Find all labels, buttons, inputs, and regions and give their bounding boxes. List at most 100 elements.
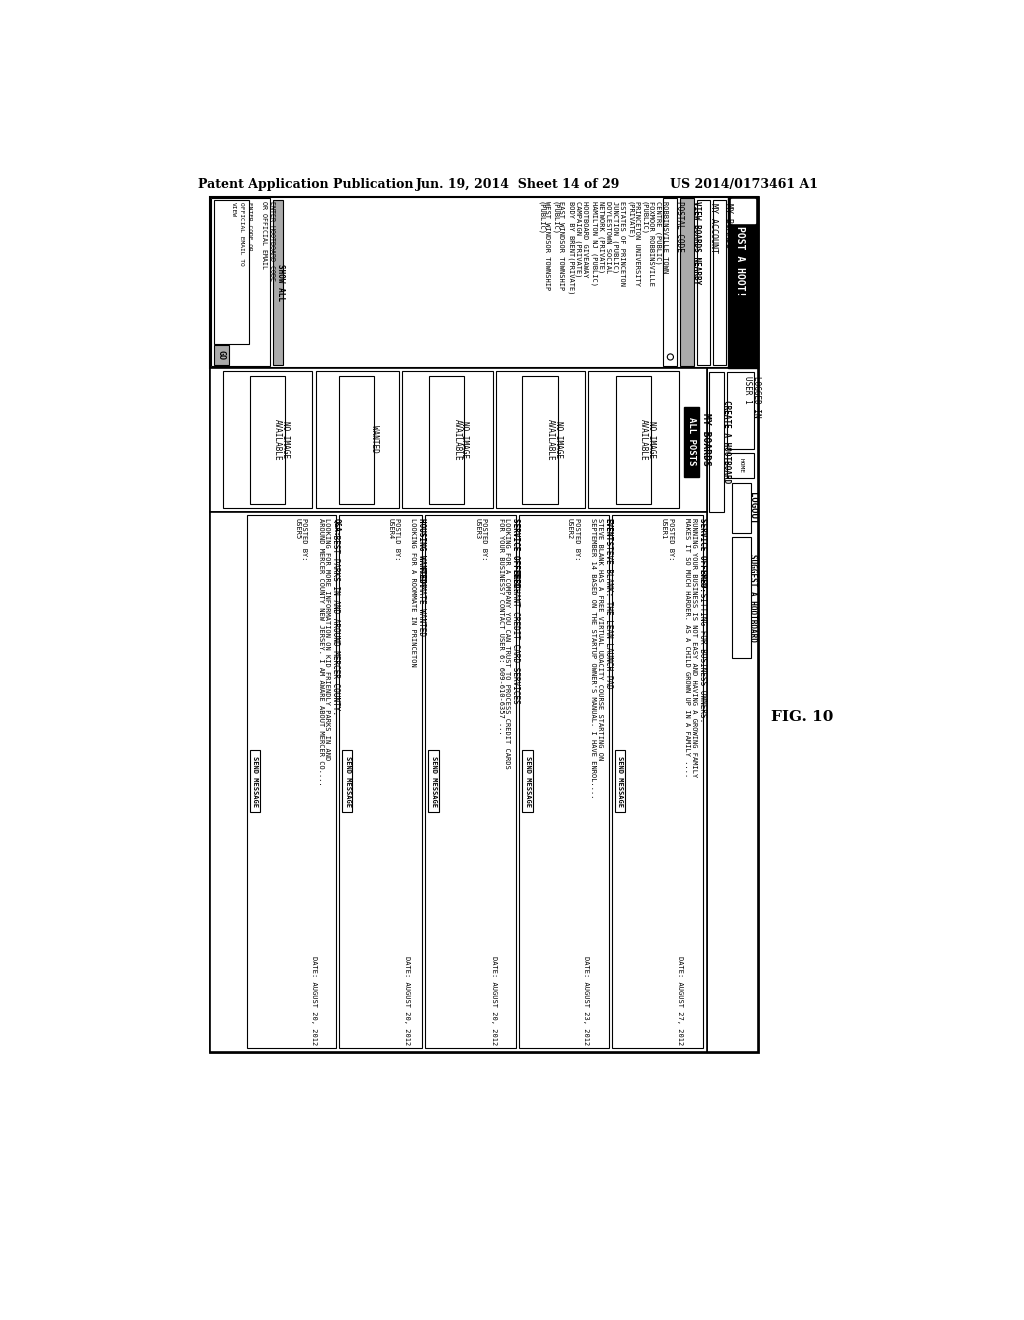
Polygon shape [210, 512, 708, 1052]
Text: STEVE BLANK: THE LEAN LAUNCH PAD: STEVE BLANK: THE LEAN LAUNCH PAD [604, 536, 612, 688]
Text: (PUBLIC): (PUBLIC) [538, 201, 544, 235]
Text: STEVE BLANK HAS A FREE VIRTUAL UDACITY COURSE STARTING ON: STEVE BLANK HAS A FREE VIRTUAL UDACITY C… [597, 517, 603, 760]
Polygon shape [680, 198, 694, 366]
Polygon shape [496, 371, 585, 508]
Polygon shape [614, 750, 625, 812]
Text: AVAILABLE: AVAILABLE [273, 418, 283, 461]
Text: NO IMAGE: NO IMAGE [282, 421, 290, 458]
Polygon shape [247, 515, 336, 1048]
Text: SERVICE OFFERED:: SERVICE OFFERED: [511, 517, 520, 591]
Text: NETWORK (PRIVATE): NETWORK (PRIVATE) [598, 201, 605, 273]
Text: HOME: HOME [738, 458, 743, 474]
Circle shape [668, 354, 674, 360]
Polygon shape [708, 368, 758, 1052]
Text: AVAILABLE: AVAILABLE [639, 418, 648, 461]
Text: SUGGEST A HOOTBOARD: SUGGEST A HOOTBOARD [748, 554, 757, 642]
Text: USER2: USER2 [567, 517, 572, 539]
Text: ALL POSTS: ALL POSTS [687, 417, 696, 466]
Polygon shape [401, 371, 493, 508]
Text: SEND MESSAGE: SEND MESSAGE [617, 756, 624, 807]
Text: CAMPAIGN (PRIVATE): CAMPAIGN (PRIVATE) [574, 201, 582, 277]
Polygon shape [713, 201, 726, 364]
Text: LOGOUT: LOGOUT [748, 492, 757, 524]
Text: VIEW BOARDS NEARBY: VIEW BOARDS NEARBY [691, 201, 700, 284]
Polygon shape [342, 750, 352, 812]
Text: (PUBLIC): (PUBLIC) [551, 201, 558, 235]
Text: SEND MESSAGE: SEND MESSAGE [252, 756, 258, 807]
Polygon shape [664, 198, 678, 366]
Text: OR OFFICIAL EMAIL: OR OFFICIAL EMAIL [261, 201, 267, 269]
Text: PRINCETON UNIVERSITY: PRINCETON UNIVERSITY [634, 201, 640, 286]
Text: USER 1: USER 1 [743, 376, 753, 404]
Text: NO IMAGE: NO IMAGE [554, 421, 563, 458]
Polygon shape [339, 376, 375, 504]
Polygon shape [210, 368, 708, 512]
Text: CREATE A HOOTBOARD: CREATE A HOOTBOARD [722, 400, 731, 483]
Polygon shape [728, 197, 758, 368]
Polygon shape [727, 372, 755, 449]
Polygon shape [611, 515, 702, 1048]
Polygon shape [210, 197, 758, 368]
Text: ROBBINSVILLE TOWN: ROBBINSVILLE TOWN [662, 201, 668, 273]
Text: EVENT:: EVENT: [604, 517, 612, 545]
Text: GO: GO [216, 350, 225, 359]
Text: ROOMMATE WANTED: ROOMMATE WANTED [418, 562, 426, 636]
Text: WANTED: WANTED [371, 425, 380, 453]
Text: POST A HOOT!: POST A HOOT! [734, 227, 744, 297]
Text: LOOKING FOR A ROOMMATE IN PRINCETON: LOOKING FOR A ROOMMATE IN PRINCETON [411, 517, 417, 667]
Text: USER4: USER4 [387, 517, 393, 539]
Text: NO IMAGE: NO IMAGE [461, 421, 469, 458]
Text: SERVICE OFFERED:: SERVICE OFFERED: [697, 517, 707, 591]
Text: DATE: AUGUST 20, 2012: DATE: AUGUST 20, 2012 [311, 956, 316, 1045]
Polygon shape [615, 376, 651, 504]
Text: EAST WINDSOR TOWNSHIP: EAST WINDSOR TOWNSHIP [558, 201, 564, 290]
Text: SHOW ALL: SHOW ALL [275, 264, 285, 301]
Text: AVAILABLE: AVAILABLE [453, 418, 462, 461]
Text: POSTAL CODE: POSTAL CODE [675, 201, 684, 252]
Polygon shape [214, 201, 249, 343]
Polygon shape [223, 371, 312, 508]
Text: (PRIVATE): (PRIVATE) [627, 201, 633, 239]
Polygon shape [727, 453, 755, 478]
Polygon shape [272, 201, 284, 364]
Text: SEND MESSAGE: SEND MESSAGE [431, 756, 436, 807]
Polygon shape [250, 376, 285, 504]
Polygon shape [429, 376, 465, 504]
Polygon shape [684, 407, 699, 477]
Text: NO IMAGE: NO IMAGE [647, 421, 656, 458]
Text: USER5: USER5 [294, 517, 300, 539]
Polygon shape [339, 515, 422, 1048]
Polygon shape [697, 201, 711, 364]
Text: AROUND MERCER COUNTY NEW JERSEY. I AM AWARE ABOUT MERCER CO....: AROUND MERCER COUNTY NEW JERSEY. I AM AW… [317, 517, 324, 785]
Text: DATE: AUGUST 23, 2012: DATE: AUGUST 23, 2012 [584, 956, 590, 1045]
Polygon shape [315, 371, 398, 508]
Polygon shape [732, 537, 751, 657]
Polygon shape [425, 515, 516, 1048]
Text: LOOKING FOR A COMPANY YOU CAN TRUST TO PROCESS CREDIT CARDS: LOOKING FOR A COMPANY YOU CAN TRUST TO P… [505, 517, 510, 768]
Text: BODY BY BRENT(PRIVATE): BODY BY BRENT(PRIVATE) [567, 201, 574, 294]
Text: POSTED BY:: POSTED BY: [301, 517, 307, 560]
Polygon shape [522, 750, 532, 812]
Text: CENTRE (PUBLIC): CENTRE (PUBLIC) [654, 201, 662, 264]
Text: BEST PARKS IN AND AROUND MERCER COUNTY.: BEST PARKS IN AND AROUND MERCER COUNTY. [332, 529, 340, 714]
Text: (PUBLIC): (PUBLIC) [641, 201, 647, 235]
Text: HOUSING WANTED:: HOUSING WANTED: [418, 517, 426, 587]
Text: JUNCTION (PUBLIC): JUNCTION (PUBLIC) [612, 201, 618, 273]
Polygon shape [210, 197, 758, 1052]
Text: SEPTEMBER 14 BASED ON THE STARTUP OWNER'S MANUAL. I HAVE ENROL....: SEPTEMBER 14 BASED ON THE STARTUP OWNER'… [590, 517, 596, 799]
Text: HOOTBOARD GIVEAWAY: HOOTBOARD GIVEAWAY [582, 201, 588, 277]
Text: POSTLD BY:: POSTLD BY: [394, 517, 400, 560]
Text: FOR YOUR BUSINESS? CONTACT USER 6: 609-610-6357 ...: FOR YOUR BUSINESS? CONTACT USER 6: 609-6… [498, 517, 504, 734]
Text: POSTED BY:: POSTED BY: [668, 517, 674, 560]
Text: Q&A:: Q&A: [332, 517, 340, 536]
Text: POSTED BY:: POSTED BY: [481, 517, 487, 560]
Text: MY BOARDS: MY BOARDS [724, 203, 733, 248]
Text: ESTATES OF PRINCETON: ESTATES OF PRINCETON [620, 201, 626, 286]
Polygon shape [731, 199, 755, 223]
Polygon shape [250, 750, 260, 812]
Text: MERCHANT CREDIT CARD SERVICES: MERCHANT CREDIT CARD SERVICES [511, 565, 520, 704]
Text: MY ACCOUNT: MY ACCOUNT [709, 203, 718, 253]
Text: VIEW: VIEW [231, 202, 236, 218]
Text: SEND MESSAGE: SEND MESSAGE [524, 756, 530, 807]
Text: MY BOARDS: MY BOARDS [701, 413, 711, 466]
